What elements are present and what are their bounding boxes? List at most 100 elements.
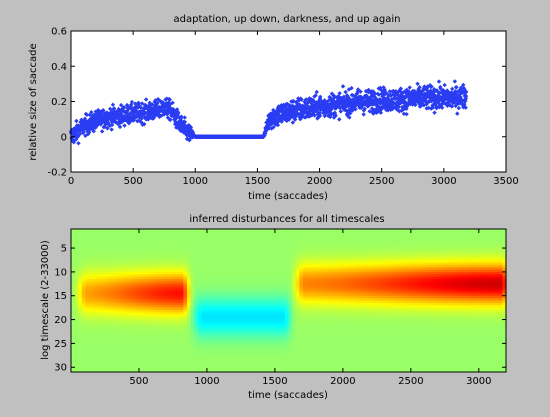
heatmap-cell [219,350,224,354]
heatmap-cell [129,259,134,263]
heatmap-cell [165,307,170,311]
heatmap-cell [223,321,228,325]
heatmap-cell [194,360,199,364]
heatmap-cell [183,352,188,356]
heatmap-cell [132,248,137,252]
heatmap-cell [187,274,192,278]
x-tick-label: 500 [124,176,143,187]
heatmap-cell [121,255,126,259]
heatmap-cell [176,352,181,356]
heatmap-cell [118,362,123,366]
heatmap-cell [197,267,203,271]
heatmap-cell [121,283,126,287]
heatmap-cell [226,238,232,242]
heatmap-cell [190,312,195,316]
heatmap-cell [139,252,145,256]
heatmap-cell [219,264,224,268]
heatmap-cell [107,250,112,254]
heatmap-cell [139,307,145,311]
heatmap-cell [205,305,210,309]
heatmap-cell [150,348,155,352]
heatmap-cell [158,274,163,278]
heatmap-cell [165,333,170,337]
heatmap-cell [125,300,130,304]
heatmap-cell [89,305,94,309]
heatmap-cell [118,352,123,356]
heatmap-cell [190,300,195,304]
heatmap-cell [118,333,123,337]
data-point [435,89,440,94]
heatmap-cell [118,271,123,275]
heatmap-cell [226,290,232,294]
heatmap-cell [168,281,174,285]
data-point [461,82,466,88]
heatmap-cell [183,290,188,294]
heatmap-cell [129,336,134,340]
heatmap-cell [85,338,90,342]
heatmap-cell [197,279,203,283]
heatmap-cell [183,238,188,242]
heatmap-cell [139,229,145,232]
heatmap-cell [150,267,155,271]
heatmap-cell [96,350,101,354]
heatmap-cell [114,240,119,244]
heatmap-cell [230,312,235,316]
heatmap-cell [234,283,239,287]
heatmap-cell [212,245,217,249]
heatmap-cell [161,271,166,275]
heatmap-cell [81,290,87,294]
heatmap-cell [139,238,145,242]
heatmap-cell [150,286,155,290]
heatmap-cell [183,248,188,252]
heatmap-cell [179,364,184,368]
heatmap-cell [118,283,123,287]
heatmap-cell [237,336,242,340]
heatmap-cell [103,293,108,297]
heatmap-cell [183,267,188,271]
heatmap-cell [81,288,87,292]
heatmap-cell [129,290,134,294]
heatmap-cell [230,314,235,318]
heatmap-cell [85,298,90,302]
heatmap-cell [78,300,83,304]
heatmap-cell [118,290,123,294]
heatmap-cell [92,259,97,263]
heatmap-cell [216,319,221,323]
heatmap-cell [230,286,235,290]
heatmap-cell [161,298,166,302]
data-point [353,103,359,108]
heatmap-cell [234,240,239,244]
heatmap-cell [136,348,141,352]
heatmap-cell [197,300,203,304]
heatmap-cell [194,267,199,271]
heatmap-cell [125,338,130,342]
heatmap-cell [118,367,123,371]
heatmap-cell [71,324,76,328]
heatmap-cell [154,262,159,266]
heatmap-cell [136,259,141,263]
heatmap-cell [132,345,137,349]
heatmap-cell [187,229,192,232]
heatmap-cell [103,348,108,352]
heatmap-cell [81,317,87,321]
heatmap-cell [194,250,199,254]
heatmap-cell [165,367,170,371]
heatmap-cell [187,333,192,337]
heatmap-cell [165,293,170,297]
heatmap-cell [85,293,90,297]
heatmap-cell [132,333,137,337]
heatmap-cell [226,298,232,302]
heatmap-cell [71,369,76,373]
heatmap-cell [132,283,137,287]
data-point [453,89,458,94]
heatmap-cell [85,321,90,325]
heatmap-cell [201,319,206,323]
heatmap-cell [110,302,116,306]
heatmap-cell [197,262,203,266]
heatmap-cell [136,360,141,364]
heatmap-cell [219,331,224,335]
heatmap-cell [205,302,210,306]
heatmap-cell [161,243,166,247]
heatmap-cell [71,269,76,273]
heatmap-cell [85,267,90,271]
